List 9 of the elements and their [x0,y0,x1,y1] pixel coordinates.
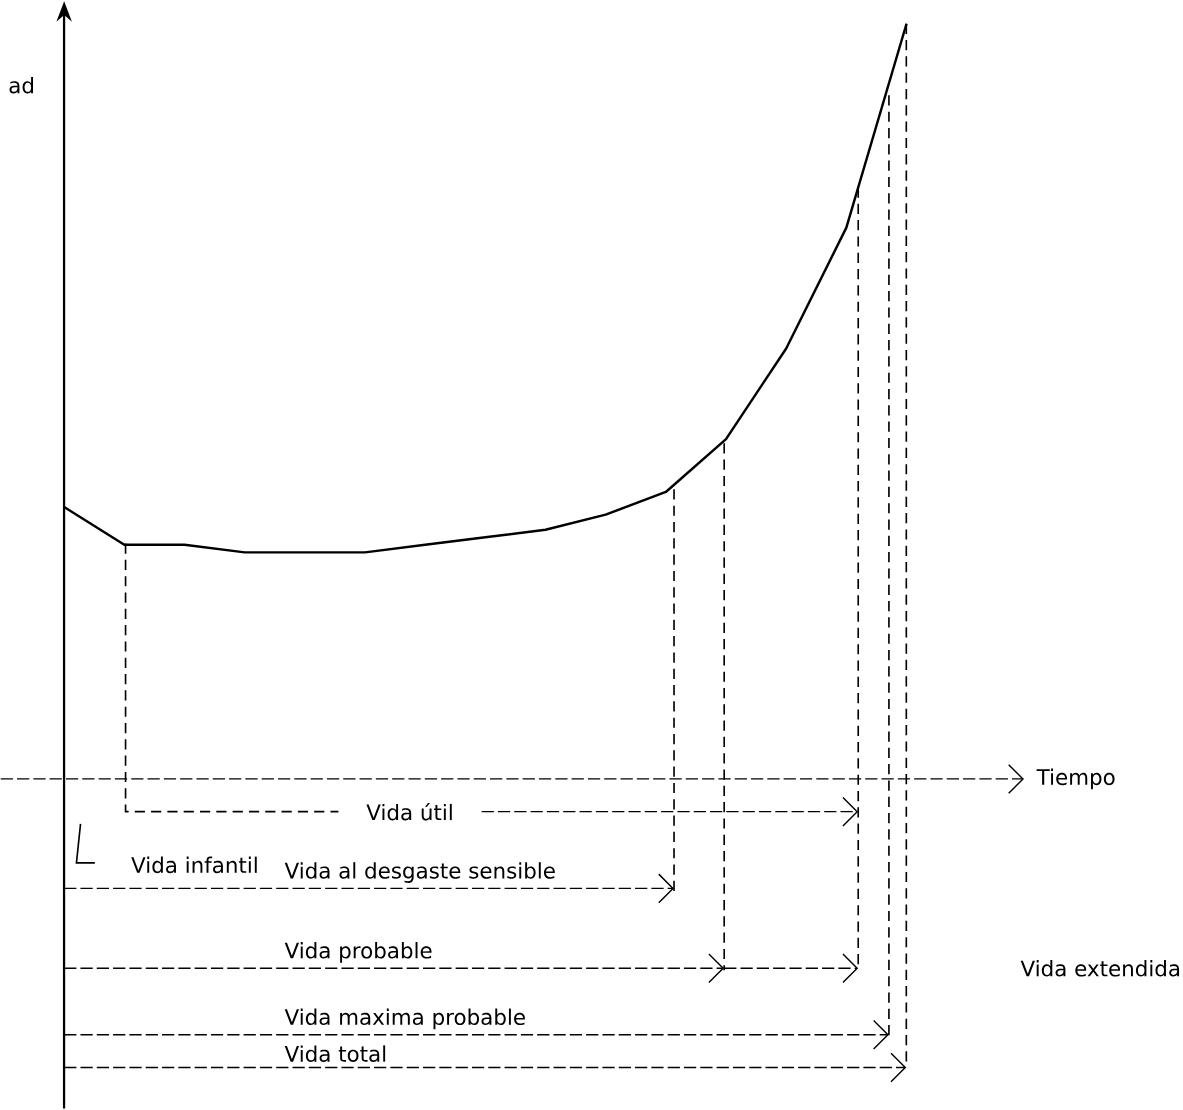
x-axis-title: Tiempo [1036,768,1115,790]
y-axis-title: ad [9,77,34,94]
text: Vida extendida [1020,960,1180,977]
text: Vida al desgaste sensible [284,862,555,884]
text: Vida probable [284,942,432,963]
text: Vida total [284,1045,386,1063]
text: Vida útil [366,803,452,821]
text: Vida infantil [131,856,257,874]
text: Vida maxima probable [284,1008,525,1030]
